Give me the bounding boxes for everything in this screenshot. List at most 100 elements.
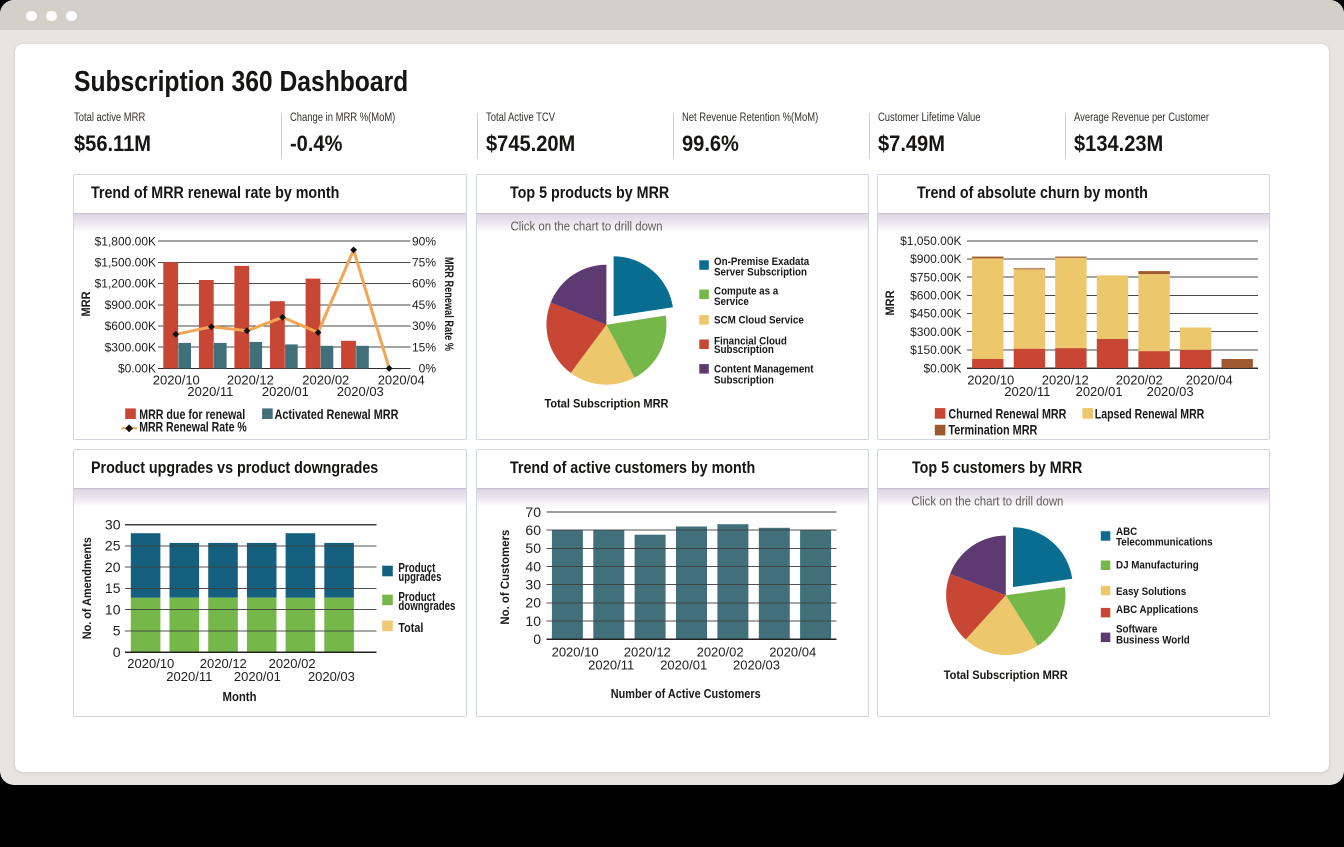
svg-text:2020/12: 2020/12 xyxy=(227,372,274,387)
svg-text:2020/10: 2020/10 xyxy=(127,655,174,670)
svg-text:No. of Customers: No. of Customers xyxy=(498,529,512,624)
svg-text:30: 30 xyxy=(525,576,541,592)
svg-text:60: 60 xyxy=(525,521,541,537)
svg-text:Activated Renewal MRR: Activated Renewal MRR xyxy=(275,406,399,422)
svg-text:50: 50 xyxy=(525,540,541,556)
svg-text:Churned Renewal MRR: Churned Renewal MRR xyxy=(948,405,1066,421)
svg-text:$1,200.00K: $1,200.00K xyxy=(95,277,156,291)
svg-text:$300.00K: $300.00K xyxy=(105,340,156,354)
svg-text:$750.00K: $750.00K xyxy=(910,270,961,284)
svg-text:90%: 90% xyxy=(412,234,436,248)
svg-text:MRR: MRR xyxy=(79,291,93,316)
svg-text:2020/01: 2020/01 xyxy=(234,669,281,684)
svg-text:Total Subscription MRR: Total Subscription MRR xyxy=(545,397,669,411)
svg-text:$600.00K: $600.00K xyxy=(105,319,156,333)
svg-text:Number of Active Customers: Number of Active Customers xyxy=(611,685,761,700)
svg-text:$450.00K: $450.00K xyxy=(910,307,961,321)
svg-text:2020/04: 2020/04 xyxy=(378,372,425,387)
svg-text:No. of Amendments: No. of Amendments xyxy=(80,536,94,638)
svg-text:2020/12: 2020/12 xyxy=(1042,372,1089,387)
svg-text:downgrades: downgrades xyxy=(398,598,455,613)
svg-text:Financial Cloud: Financial Cloud xyxy=(714,335,787,347)
svg-text:ABC: ABC xyxy=(1116,525,1137,537)
svg-text:Click on the chart to drill do: Click on the chart to drill down xyxy=(911,493,1063,508)
svg-text:2020/03: 2020/03 xyxy=(308,669,355,684)
svg-text:5: 5 xyxy=(113,622,121,638)
svg-text:2020/01: 2020/01 xyxy=(262,384,309,399)
svg-text:30: 30 xyxy=(105,516,121,532)
svg-text:2020/03: 2020/03 xyxy=(337,384,384,399)
svg-text:$900.00K: $900.00K xyxy=(105,298,156,312)
svg-text:Software: Software xyxy=(1116,623,1157,635)
svg-text:Subscription: Subscription xyxy=(714,375,774,387)
svg-text:2020/04: 2020/04 xyxy=(769,644,816,659)
svg-text:10: 10 xyxy=(105,601,121,617)
svg-text:Easy Solutions: Easy Solutions xyxy=(1116,585,1186,597)
svg-text:MRR Renewal Rate %: MRR Renewal Rate % xyxy=(139,419,247,435)
svg-text:upgrades: upgrades xyxy=(398,569,441,584)
svg-text:60%: 60% xyxy=(412,277,436,291)
svg-text:$0.00K: $0.00K xyxy=(923,361,961,375)
svg-text:2020/01: 2020/01 xyxy=(660,657,707,672)
svg-text:70: 70 xyxy=(525,503,541,519)
svg-text:$300.00K: $300.00K xyxy=(910,325,961,339)
svg-text:MRR: MRR xyxy=(883,290,897,315)
svg-text:$600.00K: $600.00K xyxy=(910,289,961,303)
svg-text:2020/11: 2020/11 xyxy=(166,669,212,684)
svg-text:2020/12: 2020/12 xyxy=(200,655,247,670)
svg-text:Server Subscription: Server Subscription xyxy=(714,267,807,279)
svg-text:2020/11: 2020/11 xyxy=(1004,384,1050,399)
svg-text:Subscription: Subscription xyxy=(714,344,774,356)
svg-text:15: 15 xyxy=(105,580,121,596)
svg-text:$1,800.00K: $1,800.00K xyxy=(95,234,156,248)
svg-text:SCM Cloud Service: SCM Cloud Service xyxy=(714,315,804,327)
svg-text:$1,050.00K: $1,050.00K xyxy=(900,234,961,248)
svg-text:DJ Manufacturing: DJ Manufacturing xyxy=(1116,559,1199,571)
svg-text:$900.00K: $900.00K xyxy=(910,252,961,266)
svg-text:$0.00K: $0.00K xyxy=(118,362,156,376)
svg-text:10: 10 xyxy=(525,612,541,628)
svg-text:20: 20 xyxy=(525,594,541,610)
svg-text:45%: 45% xyxy=(412,298,436,312)
svg-text:Product: Product xyxy=(398,588,435,603)
svg-text:Content Management: Content Management xyxy=(714,364,814,376)
svg-text:2020/11: 2020/11 xyxy=(588,657,634,672)
svg-text:0: 0 xyxy=(533,631,541,647)
svg-text:$1,500.00K: $1,500.00K xyxy=(95,256,156,270)
svg-text:15%: 15% xyxy=(412,340,436,354)
svg-text:40: 40 xyxy=(525,558,541,574)
svg-text:Total Subscription MRR: Total Subscription MRR xyxy=(944,668,1068,682)
svg-text:On-Premise Exadata: On-Premise Exadata xyxy=(714,256,810,268)
svg-text:30%: 30% xyxy=(412,319,436,333)
svg-text:2020/11: 2020/11 xyxy=(187,384,233,399)
svg-text:20: 20 xyxy=(105,558,121,574)
svg-text:2020/10: 2020/10 xyxy=(552,644,599,659)
svg-text:2020/02: 2020/02 xyxy=(269,655,316,670)
svg-text:75%: 75% xyxy=(412,256,436,270)
svg-text:2020/03: 2020/03 xyxy=(1147,384,1194,399)
svg-text:Month: Month xyxy=(223,688,257,703)
svg-text:ABC Applications: ABC Applications xyxy=(1116,604,1198,616)
svg-text:MRR due for renewal: MRR due for renewal xyxy=(139,406,245,422)
svg-text:2020/10: 2020/10 xyxy=(967,372,1014,387)
svg-text:2020/02: 2020/02 xyxy=(1116,372,1163,387)
svg-text:2020/02: 2020/02 xyxy=(697,644,744,659)
svg-text:MRR Renewal Rate %: MRR Renewal Rate % xyxy=(442,257,456,351)
svg-text:0%: 0% xyxy=(419,362,437,376)
svg-text:Product: Product xyxy=(398,559,435,574)
svg-text:2020/01: 2020/01 xyxy=(1076,384,1123,399)
svg-text:2020/02: 2020/02 xyxy=(302,372,349,387)
svg-text:Business World: Business World xyxy=(1116,634,1190,646)
svg-text:2020/12: 2020/12 xyxy=(624,644,671,659)
svg-text:25: 25 xyxy=(105,537,121,553)
svg-text:Lapsed Renewal MRR: Lapsed Renewal MRR xyxy=(1095,405,1205,421)
svg-text:Compute as a: Compute as a xyxy=(714,285,779,297)
svg-text:0: 0 xyxy=(113,643,121,659)
svg-text:2020/03: 2020/03 xyxy=(733,657,780,672)
svg-text:$150.00K: $150.00K xyxy=(910,343,961,357)
svg-text:Total: Total xyxy=(398,619,423,634)
svg-text:Telecommunications: Telecommunications xyxy=(1116,536,1213,548)
svg-text:Termination MRR: Termination MRR xyxy=(948,421,1037,437)
svg-text:Click on the chart to drill do: Click on the chart to drill down xyxy=(511,219,663,234)
svg-text:2020/04: 2020/04 xyxy=(1186,372,1233,387)
